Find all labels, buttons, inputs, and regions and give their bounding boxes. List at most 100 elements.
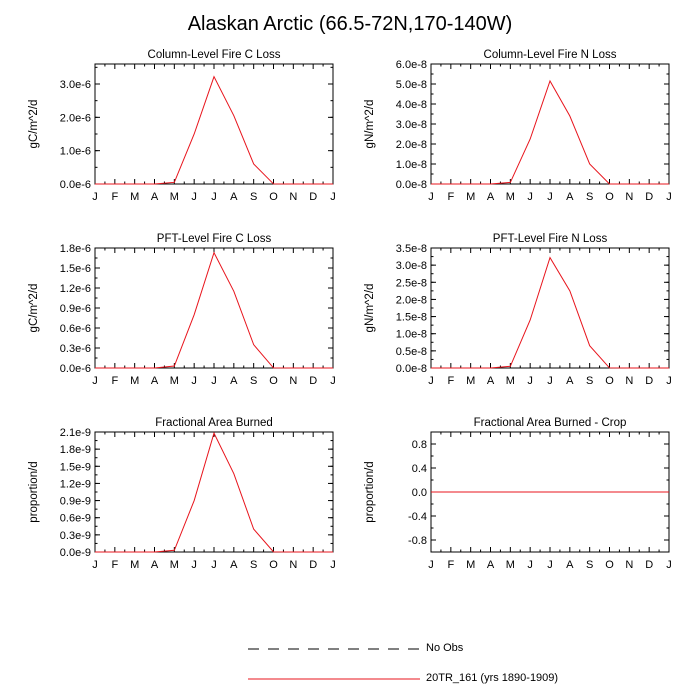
y-tick-label: 6.0e-8 [396, 59, 427, 71]
x-tick-label: A [230, 375, 238, 387]
x-tick-label: S [250, 191, 257, 203]
x-tick-label: O [605, 191, 614, 203]
x-tick-label: S [586, 191, 593, 203]
x-tick-label: J [92, 559, 98, 571]
x-tick-label: J [547, 559, 553, 571]
x-tick-label: M [130, 191, 139, 203]
x-tick-label: J [92, 375, 98, 387]
x-tick-label: D [309, 191, 317, 203]
y-tick-label: 2.0e-8 [396, 294, 427, 306]
y-tick-label: 0.0e-9 [60, 547, 91, 559]
y-tick-label: 0.5e-8 [396, 346, 427, 358]
y-tick-label: 1.0e-8 [396, 329, 427, 341]
x-tick-label: F [447, 375, 454, 387]
x-tick-label: J [330, 375, 336, 387]
y-axis-label: gN/m^2/d [364, 284, 376, 333]
y-tick-label: 0.9e-9 [60, 496, 91, 508]
legend-model-label: 20TR_161 (yrs 1890-1909) [426, 672, 559, 684]
x-tick-label: J [211, 191, 217, 203]
y-tick-label: 3.0e-8 [396, 119, 427, 131]
legend-obs-label: No Obs [426, 642, 464, 654]
y-tick-label: 0.3e-9 [60, 530, 91, 542]
x-tick-label: F [111, 559, 118, 571]
x-tick-label: J [428, 375, 434, 387]
chart-panel-6: J F M A M J J A S O N D J-0.8-0.40.00.40.8Fractional… [364, 417, 672, 571]
x-tick-label: M [506, 191, 515, 203]
x-tick-label: J [527, 375, 533, 387]
y-tick-label: 1.2e-6 [60, 283, 91, 295]
x-tick-label: J [211, 559, 217, 571]
x-tick-label: A [566, 191, 574, 203]
y-tick-label: -0.4 [408, 511, 427, 523]
x-tick-label: M [130, 559, 139, 571]
x-tick-label: A [230, 191, 238, 203]
x-tick-label: J [330, 559, 336, 571]
y-tick-label: 5.0e-8 [396, 79, 427, 91]
y-tick-label: 0.0 [412, 487, 427, 499]
x-tick-label: M [170, 191, 179, 203]
y-tick-label: 1.5e-9 [60, 461, 91, 473]
x-tick-label: J [191, 375, 197, 387]
x-tick-label: F [111, 191, 118, 203]
y-axis-label: gC/m^2/d [28, 284, 40, 333]
y-tick-label: 2.0e-8 [396, 139, 427, 151]
y-tick-label: 1.8e-9 [60, 444, 91, 456]
y-tick-label: 0.0e-8 [396, 179, 427, 191]
chart-title: Fractional Area Burned [155, 417, 273, 429]
x-tick-label: N [289, 375, 297, 387]
x-tick-label: J [428, 559, 434, 571]
x-tick-label: J [666, 191, 672, 203]
y-axis-label: gC/m^2/d [28, 100, 40, 149]
x-tick-label: O [269, 375, 278, 387]
x-tick-label: A [151, 375, 159, 387]
x-tick-label: S [250, 559, 257, 571]
x-tick-label: M [466, 375, 475, 387]
y-tick-label: 0.3e-6 [60, 343, 91, 355]
y-tick-label: 0.6e-9 [60, 513, 91, 525]
x-tick-label: O [269, 191, 278, 203]
x-tick-label: J [191, 559, 197, 571]
y-tick-label: 3.5e-8 [396, 243, 427, 255]
x-tick-label: A [151, 191, 159, 203]
x-tick-label: F [111, 375, 118, 387]
x-tick-label: D [645, 375, 653, 387]
chart-panel-4: J F M A M J J A S O N D J0.0e-80.5e-81.0e-81.5e-82.0… [364, 233, 672, 387]
x-tick-label: M [170, 559, 179, 571]
x-tick-label: M [466, 191, 475, 203]
x-tick-label: J [527, 559, 533, 571]
y-tick-label: 2.0e-6 [60, 112, 91, 124]
x-tick-label: M [466, 559, 475, 571]
x-tick-label: N [289, 559, 297, 571]
chart-panel-3: J F M A M J J A S O N D J0.0e-60.3e-60.6e-60.9e-61.2… [28, 233, 336, 387]
x-tick-label: J [527, 191, 533, 203]
x-tick-label: J [547, 191, 553, 203]
x-tick-label: N [625, 375, 633, 387]
x-tick-label: A [487, 559, 495, 571]
x-tick-label: O [605, 559, 614, 571]
x-tick-label: O [269, 559, 278, 571]
y-tick-label: 1.5e-6 [60, 263, 91, 275]
chart-panel-1: J F M A M J J A S O N D J0.0e-61.0e-62.0e-63.0e-6Col… [28, 49, 336, 203]
chart-title: PFT-Level Fire N Loss [493, 233, 608, 245]
y-tick-label: 0.6e-6 [60, 323, 91, 335]
x-tick-label: J [428, 191, 434, 203]
x-tick-label: N [289, 191, 297, 203]
x-tick-label: M [506, 559, 515, 571]
chart-title: Fractional Area Burned - Crop [474, 417, 627, 429]
y-tick-label: 3.0e-6 [60, 79, 91, 91]
y-axis-label: proportion/d [364, 461, 376, 522]
x-tick-label: F [447, 559, 454, 571]
y-tick-label: 4.0e-8 [396, 99, 427, 111]
y-tick-label: -0.8 [408, 535, 427, 547]
x-tick-label: J [92, 191, 98, 203]
y-tick-label: 1.0e-8 [396, 159, 427, 171]
y-tick-label: 0.9e-6 [60, 303, 91, 315]
x-tick-label: F [447, 191, 454, 203]
y-tick-label: 2.1e-9 [60, 427, 91, 439]
x-tick-label: D [645, 191, 653, 203]
y-tick-label: 3.0e-8 [396, 260, 427, 272]
y-tick-label: 2.5e-8 [396, 277, 427, 289]
chart-title: Column-Level Fire C Loss [148, 49, 281, 61]
